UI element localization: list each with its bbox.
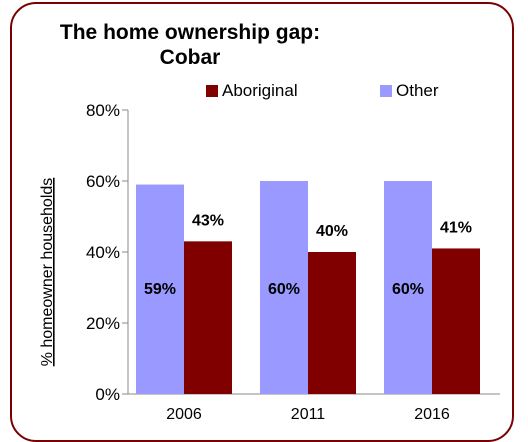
bar-aboriginal-2016 — [432, 248, 480, 394]
y-tick-label: 80% — [86, 101, 120, 120]
x-tick-label: 2011 — [291, 406, 326, 423]
chart-title-line2: Cobar — [159, 46, 221, 69]
bar-other-2011 — [260, 181, 308, 394]
chart-title: The home ownership gap: Cobar — [0, 20, 380, 70]
y-axis-label: % homeowner households — [39, 178, 56, 367]
x-tick-label: 2006 — [166, 406, 202, 423]
legend-swatch-aboriginal — [206, 85, 218, 97]
data-label-aboriginal-2011: 40% — [316, 223, 348, 240]
legend-swatch-other — [380, 85, 392, 97]
y-tick-label: 40% — [86, 243, 120, 262]
x-tick-label: 2016 — [414, 406, 450, 423]
bar-other-2016 — [384, 181, 432, 394]
data-label-other-2011: 60% — [268, 281, 300, 298]
y-tick-label: 20% — [86, 314, 120, 333]
bar-aboriginal-2011 — [308, 252, 356, 394]
data-label-aboriginal-2006: 43% — [192, 212, 224, 229]
data-label-other-2006: 59% — [144, 281, 176, 298]
legend-label-other: Other — [396, 81, 439, 100]
legend-label-aboriginal: Aboriginal — [222, 81, 298, 100]
data-label-other-2016: 60% — [392, 281, 424, 298]
y-tick-label: 60% — [86, 172, 120, 191]
bar-chart: 0% 20% 40% 60% 80% % homeowner households 59% 4… — [39, 81, 500, 423]
chart-title-line1: The home ownership gap: — [59, 21, 321, 44]
y-tick-label: 0% — [95, 385, 120, 404]
bar-aboriginal-2006 — [184, 241, 232, 394]
data-label-aboriginal-2016: 41% — [440, 219, 472, 236]
bar-other-2006 — [136, 184, 184, 394]
